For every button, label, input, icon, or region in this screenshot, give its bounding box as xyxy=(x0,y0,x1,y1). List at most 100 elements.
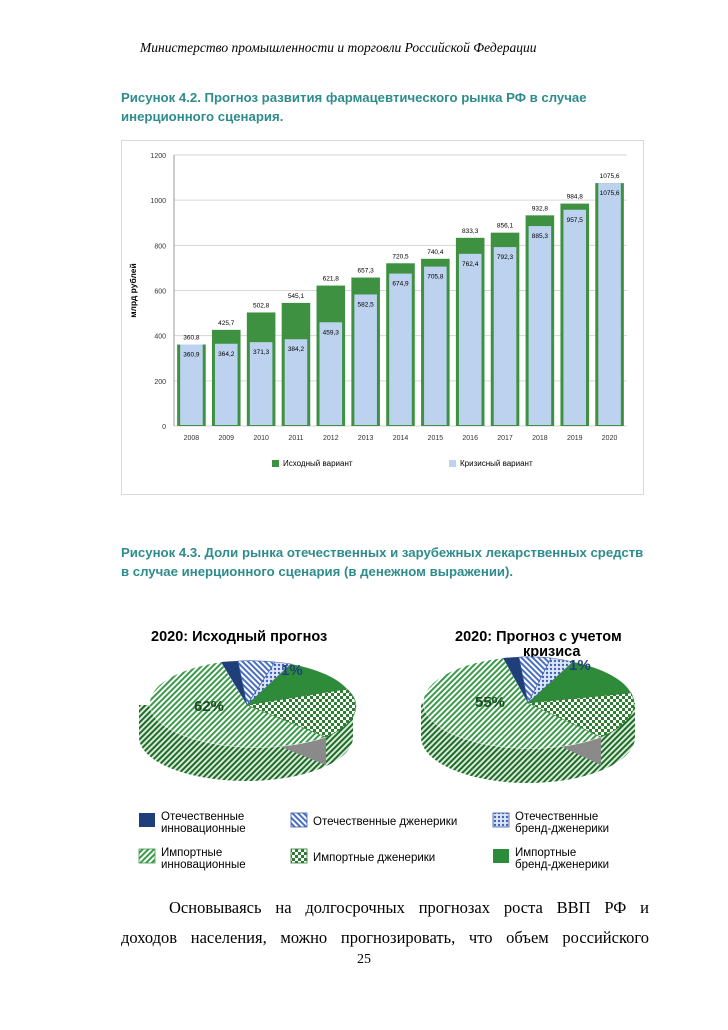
data-label-base: 856,1 xyxy=(497,223,514,230)
y-tick-label: 0 xyxy=(162,424,166,431)
data-label-base: 425,7 xyxy=(218,320,235,327)
legend-label-crisis: Кризисный вариант xyxy=(460,459,533,468)
y-tick-label: 600 xyxy=(154,289,166,296)
pie1-label-62: 62% xyxy=(194,698,224,715)
legend-label-imported-innovative-1: Импортные xyxy=(161,847,222,859)
pie-legend: Отечественные инновационные Отечественны… xyxy=(138,811,609,871)
legend-label-domestic-generics: Отечественные дженерики xyxy=(313,816,457,828)
data-label-crisis: 371,3 xyxy=(253,349,270,356)
bar-crisis xyxy=(284,339,308,425)
x-tick-label: 2013 xyxy=(358,435,374,442)
data-label-base: 984,8 xyxy=(567,194,584,201)
data-label-base: 1075,6 xyxy=(600,173,620,180)
data-label-base: 657,3 xyxy=(358,268,375,275)
pie2-label-55: 55% xyxy=(475,694,505,711)
data-label-base: 502,8 xyxy=(253,302,270,309)
legend-swatch-crisis xyxy=(449,460,456,467)
x-tick-label: 2014 xyxy=(393,435,409,442)
y-tick-label: 1200 xyxy=(150,153,166,160)
x-tick-label: 2015 xyxy=(428,435,444,442)
x-tick-label: 2020 xyxy=(602,435,618,442)
legend-label-imported-brand-generics-2: бренд-дженерики xyxy=(515,859,609,871)
pie2-slice-imported-brand-generics xyxy=(528,662,631,703)
pie1-slice-domestic-brand-generics xyxy=(246,661,292,706)
bar-crisis xyxy=(458,253,482,425)
bar-chart-container: 0 200 400 600 800 1000 1200 млрд рублей 2008 360,… xyxy=(121,140,644,495)
pie2-slice-domestic-innovative xyxy=(503,657,528,703)
bar-chart: 0 200 400 600 800 1000 1200 млрд рублей 2008 360,… xyxy=(128,153,627,468)
body-paragraph-line2: доходов населения, можно прогнозировать,… xyxy=(121,928,649,947)
x-tick-label: 2010 xyxy=(253,435,269,442)
pie1 xyxy=(139,660,357,781)
data-label-base: 720,5 xyxy=(392,253,409,260)
y-tick-label: 800 xyxy=(154,243,166,250)
legend-label-domestic-innovative-2: инновационные xyxy=(161,823,246,835)
legend-label-imported-innovative-2: инновационные xyxy=(161,859,246,871)
data-label-crisis: 957,5 xyxy=(567,217,584,224)
bar-crisis xyxy=(389,273,412,425)
x-tick-label: 2017 xyxy=(497,435,513,442)
legend-swatch-domestic-brand-generics xyxy=(492,812,510,828)
bar-crisis xyxy=(354,294,377,425)
y-tick-label: 400 xyxy=(154,334,166,341)
data-label-base: 740,4 xyxy=(427,249,444,256)
pie2-label-1: 1% xyxy=(569,657,591,674)
bar-crisis xyxy=(528,226,552,425)
data-label-crisis: 364,2 xyxy=(218,351,235,358)
data-label-crisis: 582,5 xyxy=(358,301,375,308)
data-label-crisis: 762,4 xyxy=(462,261,479,268)
bar-crisis xyxy=(214,343,238,425)
legend-swatch-base xyxy=(272,460,279,467)
data-label-base: 545,1 xyxy=(288,293,305,300)
figure-4-3-caption: Рисунок 4.3. Доли рынка отечественных и … xyxy=(121,545,644,579)
data-label-crisis: 674,9 xyxy=(392,281,409,288)
legend-swatch-imported-innovative xyxy=(138,848,156,864)
pie2 xyxy=(421,656,635,783)
bar-crisis xyxy=(493,247,517,425)
legend-label-domestic-brand-generics-1: Отечественные xyxy=(515,811,598,823)
data-label-base: 360,8 xyxy=(183,335,200,342)
pie-charts-figure: 2020: Исходный прогноз 62% 1% 2020: Прог… xyxy=(121,615,641,880)
x-tick-label: 2016 xyxy=(462,435,478,442)
x-tick-label: 2018 xyxy=(532,435,548,442)
legend-swatch-domestic-generics xyxy=(290,812,308,828)
data-label-base: 932,8 xyxy=(532,205,549,212)
bar-crisis xyxy=(424,266,447,425)
legend-label-domestic-brand-generics-2: бренд-дженерики xyxy=(515,823,609,835)
pie2-slice-domestic-brand-generics xyxy=(527,657,574,704)
data-label-crisis: 1075,6 xyxy=(600,190,620,197)
x-tick-label: 2008 xyxy=(184,435,200,442)
data-label-crisis: 885,3 xyxy=(532,233,549,240)
data-label-base: 833,3 xyxy=(462,228,479,235)
bar-crisis xyxy=(249,342,273,425)
bar-crisis xyxy=(319,322,343,425)
data-label-crisis: 459,3 xyxy=(323,329,340,336)
data-label-crisis: 360,9 xyxy=(183,351,200,358)
pie1-slice-imported-brand-generics xyxy=(247,664,347,705)
pie1-slice-imported-innovative xyxy=(149,661,327,748)
pie1-slice-imported-generics xyxy=(245,688,357,738)
data-label-crisis: 792,3 xyxy=(497,254,514,261)
body-paragraph-line1: Основываясь на долгосрочных прогнозах ро… xyxy=(169,898,649,917)
pie1-title: 2020: Исходный прогноз xyxy=(151,629,327,645)
pie2-title-line2: кризиса xyxy=(523,644,581,660)
legend-label-domestic-innovative-1: Отечественные xyxy=(161,811,244,823)
y-axis-label: млрд рублей xyxy=(128,263,138,318)
x-tick-label: 2011 xyxy=(288,435,303,442)
page-number: 25 xyxy=(357,952,371,967)
data-label-crisis: 384,2 xyxy=(288,346,305,353)
y-tick-label: 1000 xyxy=(150,198,166,205)
legend-swatch-imported-brand-generics xyxy=(493,849,509,863)
pie1-label-1: 1% xyxy=(281,662,303,679)
bar-crisis xyxy=(180,344,203,425)
legend-label-base: Исходный вариант xyxy=(283,459,353,468)
pie2-slice-imported-generics xyxy=(526,692,635,738)
x-tick-label: 2019 xyxy=(567,435,583,442)
pie-charts-svg: 2020: Исходный прогноз 62% 1% 2020: Прог… xyxy=(138,629,635,871)
pie2-slice-imported-innovative xyxy=(423,657,602,749)
y-tick-label: 200 xyxy=(154,379,166,386)
legend-swatch-imported-generics xyxy=(290,848,308,864)
x-tick-label: 2012 xyxy=(323,435,339,442)
data-label-crisis: 705,8 xyxy=(427,274,444,281)
data-label-base: 621,8 xyxy=(323,276,340,283)
